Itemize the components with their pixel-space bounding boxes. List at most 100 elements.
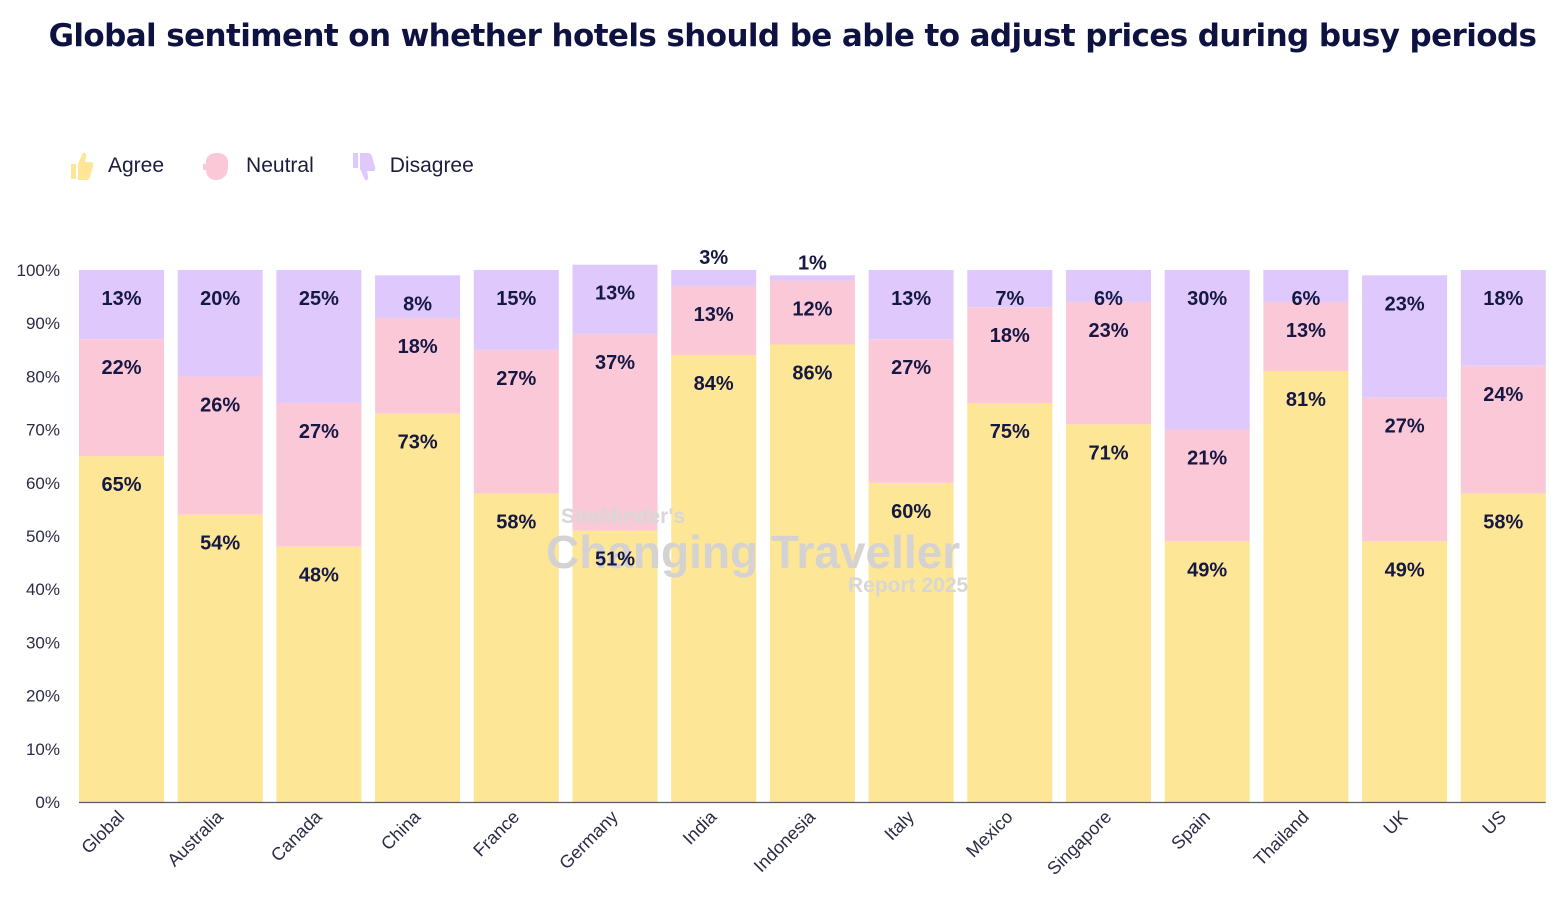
y-tick-label: 10% [26, 740, 60, 759]
value-label-agree-indonesia: 86% [792, 362, 832, 384]
bar-agree-spain [1164, 541, 1250, 802]
bar-neutral-germany [572, 333, 658, 531]
value-label-agree-india: 84% [694, 373, 734, 395]
value-label-disagree-mexico: 7% [995, 288, 1024, 310]
value-label-agree-france: 58% [496, 511, 536, 533]
value-label-neutral-germany: 37% [595, 352, 635, 374]
value-label-neutral-uk: 27% [1385, 416, 1425, 438]
y-tick-label: 0% [35, 793, 60, 812]
value-label-neutral-china: 18% [398, 336, 438, 358]
value-label-agree-australia: 54% [200, 533, 240, 555]
bar-agree-us [1460, 493, 1546, 802]
category-label-singapore: Singapore [1043, 807, 1115, 879]
value-label-disagree-singapore: 6% [1094, 288, 1123, 310]
thumbs-up-icon [71, 152, 94, 180]
y-tick-label: 70% [26, 421, 60, 440]
bar-disagree-uk [1362, 275, 1448, 398]
value-label-neutral-mexico: 18% [990, 325, 1030, 347]
bar-disagree-indonesia [769, 275, 855, 281]
bar-agree-thailand [1263, 371, 1349, 802]
value-label-agree-china: 73% [398, 432, 438, 454]
value-label-neutral-indonesia: 12% [792, 299, 832, 321]
watermark: SiteMinder's Changing Traveller Report 2… [546, 505, 969, 597]
category-label-spain: Spain [1167, 807, 1214, 854]
bar-agree-china [375, 413, 461, 802]
legend-label-neutral: Neutral [246, 154, 314, 177]
category-label-france: France [469, 807, 523, 861]
bar-neutral-india [671, 285, 757, 356]
value-label-neutral-us: 24% [1483, 384, 1523, 406]
bar-disagree-china [375, 275, 461, 318]
bar-agree-uk [1362, 541, 1448, 802]
bar-neutral-indonesia [769, 280, 855, 345]
bar-neutral-australia [177, 376, 263, 515]
value-label-agree-germany: 51% [595, 549, 635, 571]
value-label-disagree-australia: 20% [200, 288, 240, 310]
value-label-neutral-global: 22% [101, 357, 141, 379]
bar-disagree-spain [1164, 270, 1250, 430]
category-label-thailand: Thailand [1250, 807, 1313, 870]
bar-neutral-singapore [1066, 301, 1151, 425]
category-label-india: India [679, 806, 721, 848]
bar-agree-indonesia [769, 344, 855, 802]
bar-agree-australia [177, 514, 263, 802]
bar-disagree-germany [572, 264, 658, 334]
bar-agree-singapore [1066, 424, 1151, 802]
legend-label-agree: Agree [108, 154, 165, 177]
y-tick-label: 80% [26, 367, 60, 386]
category-label-germany: Germany [555, 807, 621, 873]
bar-disagree-france [473, 270, 559, 350]
thumbs-down-icon [352, 153, 376, 181]
bar-neutral-uk [1362, 397, 1448, 542]
value-label-disagree-china: 8% [403, 293, 432, 315]
y-axis: 0% 10% 20% 30% 40% 50% 60% 70% 80% 90% 100% [17, 261, 60, 812]
hand-icon [203, 153, 229, 180]
bar-agree-germany [572, 530, 658, 802]
y-tick-label: 100% [17, 261, 60, 280]
bar-neutral-italy [868, 339, 954, 483]
watermark-line-1: SiteMinder's [561, 505, 685, 528]
bar-neutral-china [375, 317, 461, 414]
bar-disagree-global [79, 270, 164, 340]
bar-agree-italy [868, 482, 954, 802]
category-label-australia: Australia [163, 806, 227, 870]
bar-neutral-thailand [1263, 301, 1349, 372]
value-label-disagree-global: 13% [101, 288, 141, 310]
bar-neutral-spain [1164, 429, 1250, 542]
bar-neutral-global [79, 339, 164, 457]
value-label-agree-us: 58% [1483, 511, 1523, 533]
bar-agree-canada [276, 546, 362, 802]
y-tick-label: 60% [26, 474, 60, 493]
value-label-neutral-india: 13% [694, 304, 734, 326]
y-tick-label: 90% [26, 314, 60, 333]
bar-agree-mexico [967, 403, 1053, 802]
watermark-line-2: Changing Traveller [546, 526, 960, 578]
value-label-disagree-canada: 25% [299, 288, 339, 310]
value-label-agree-thailand: 81% [1286, 389, 1326, 411]
bar-disagree-mexico [967, 270, 1053, 308]
value-label-disagree-us: 18% [1483, 288, 1523, 310]
category-label-uk: UK [1380, 807, 1412, 839]
bar-neutral-mexico [967, 307, 1053, 403]
legend-item-disagree: Disagree [350, 150, 474, 182]
value-label-agree-uk: 49% [1385, 559, 1425, 581]
legend: Agree Neutral Disagree [68, 150, 510, 182]
category-label-global: Global [77, 807, 128, 858]
value-label-disagree-france: 15% [496, 288, 536, 310]
category-label-china: China [377, 806, 425, 854]
x-axis: Global Australia Canada China France Germany I… [77, 801, 1546, 879]
y-tick-label: 30% [26, 633, 60, 652]
value-label-neutral-italy: 27% [891, 357, 931, 379]
legend-item-neutral: Neutral [200, 150, 314, 182]
value-label-neutral-thailand: 13% [1286, 320, 1326, 342]
bar-agree-india [671, 355, 757, 802]
category-label-mexico: Mexico [962, 807, 1016, 861]
chart-title: Global sentiment on whether hotels shoul… [48, 18, 1537, 54]
value-label-agree-spain: 49% [1187, 559, 1227, 581]
category-label-us: US [1478, 807, 1510, 839]
watermark-line-3: Report 2025 [848, 574, 969, 597]
bar-disagree-india [671, 270, 757, 286]
bar-disagree-italy [868, 270, 954, 340]
bar-disagree-thailand [1263, 270, 1349, 302]
